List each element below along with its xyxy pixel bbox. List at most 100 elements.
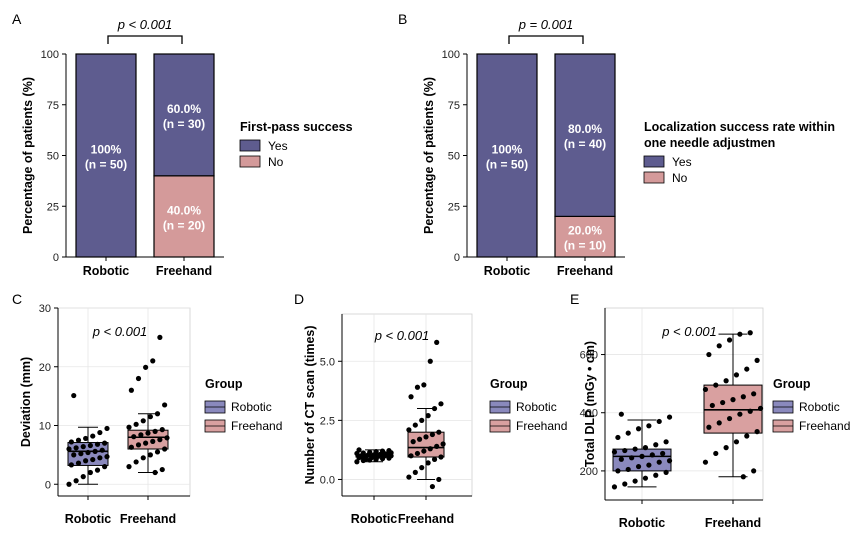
data-point <box>733 372 740 378</box>
data-point <box>408 394 414 400</box>
data-point <box>434 339 440 345</box>
data-point <box>639 453 645 459</box>
data-point <box>726 415 733 422</box>
data-point <box>425 460 431 466</box>
data-point <box>104 454 110 460</box>
data-point <box>408 453 414 459</box>
bar-count-label: (n = 50) <box>85 158 127 172</box>
x-tick-label: Robotic <box>484 264 531 278</box>
data-point <box>629 455 635 461</box>
data-point <box>159 427 165 433</box>
data-point <box>611 449 618 455</box>
data-point <box>733 439 740 445</box>
y-tick-label: 100 <box>41 49 59 61</box>
data-point <box>75 460 82 466</box>
data-point <box>354 459 360 465</box>
legend-title: Group <box>490 377 528 391</box>
bar-yes <box>153 53 215 177</box>
data-point <box>747 330 753 336</box>
data-point <box>367 449 373 455</box>
data-point <box>73 478 79 484</box>
data-point <box>713 450 719 457</box>
data-point <box>126 464 132 470</box>
data-point <box>126 424 132 430</box>
data-point <box>726 337 733 343</box>
legend-title: Localization success rate within <box>644 120 835 134</box>
data-point <box>382 451 388 457</box>
legend-label: No <box>672 171 688 185</box>
data-point <box>416 436 423 442</box>
bar-count-label: (n = 30) <box>163 117 205 131</box>
data-point <box>358 453 364 460</box>
data-point <box>143 440 149 446</box>
data-point <box>611 484 618 490</box>
data-point <box>436 429 442 435</box>
data-point <box>622 447 628 454</box>
data-point <box>133 421 139 427</box>
bar-yes <box>554 53 616 217</box>
x-tick-label: Freehand <box>398 512 454 526</box>
p-value-annotation: p = 0.001 <box>518 17 574 32</box>
data-point <box>152 428 158 434</box>
data-point <box>94 441 101 447</box>
y-axis-title: Number of CT scan (times) <box>303 325 317 484</box>
legend-swatch-yes <box>239 139 261 152</box>
data-point <box>632 478 638 484</box>
panel-letter: D <box>294 291 304 307</box>
bar-percent-label: 40.0% <box>167 203 201 217</box>
x-tick-label: Robotic <box>351 512 398 526</box>
data-point <box>154 411 161 417</box>
data-point <box>666 458 673 464</box>
data-point <box>635 463 642 470</box>
data-point <box>90 433 96 439</box>
data-point <box>427 446 433 452</box>
data-point <box>73 445 79 451</box>
bar-percent-label: 80.0% <box>568 122 602 136</box>
bar-yes <box>476 53 538 258</box>
data-point <box>723 445 729 451</box>
data-point <box>164 435 170 441</box>
data-point <box>66 481 72 487</box>
data-point <box>436 476 442 483</box>
x-tick-label: Freehand <box>705 516 761 530</box>
data-point <box>71 392 77 399</box>
legend-swatch-yes <box>643 155 665 168</box>
data-point <box>730 397 736 403</box>
data-point <box>702 386 709 393</box>
y-axis-title: Total DLP (mGy • cm) <box>583 341 597 467</box>
significance-bracket <box>508 35 584 44</box>
data-point <box>140 455 146 461</box>
data-point <box>642 445 649 451</box>
data-point <box>427 358 433 364</box>
data-point <box>150 358 156 364</box>
data-point <box>429 483 436 490</box>
data-point <box>434 443 440 449</box>
data-point <box>625 430 631 436</box>
legend-title-line2: one needle adjustmen <box>644 136 775 150</box>
data-point <box>656 418 662 425</box>
data-point <box>431 405 438 412</box>
data-point <box>421 448 427 454</box>
legend-label: Freehand <box>231 419 282 433</box>
legend-title: First-pass success <box>240 120 353 134</box>
data-point <box>94 467 101 473</box>
data-point <box>615 468 621 474</box>
x-tick-label: Freehand <box>557 264 613 278</box>
p-value-annotation: p < 0.001 <box>661 324 717 339</box>
data-point <box>80 444 86 450</box>
data-point <box>751 468 757 474</box>
data-point <box>97 429 103 436</box>
legend-label: Freehand <box>516 419 567 433</box>
y-tick-label: 0 <box>454 252 460 264</box>
data-point <box>740 394 746 400</box>
panel-letter: A <box>12 11 22 27</box>
data-point <box>656 459 662 465</box>
data-point <box>431 456 438 462</box>
data-point <box>159 466 165 473</box>
y-tick-label: 30 <box>39 303 51 315</box>
data-point <box>754 357 760 363</box>
panel-letter: C <box>12 291 22 307</box>
y-tick-label: 600 <box>580 350 598 362</box>
data-point <box>642 475 649 481</box>
